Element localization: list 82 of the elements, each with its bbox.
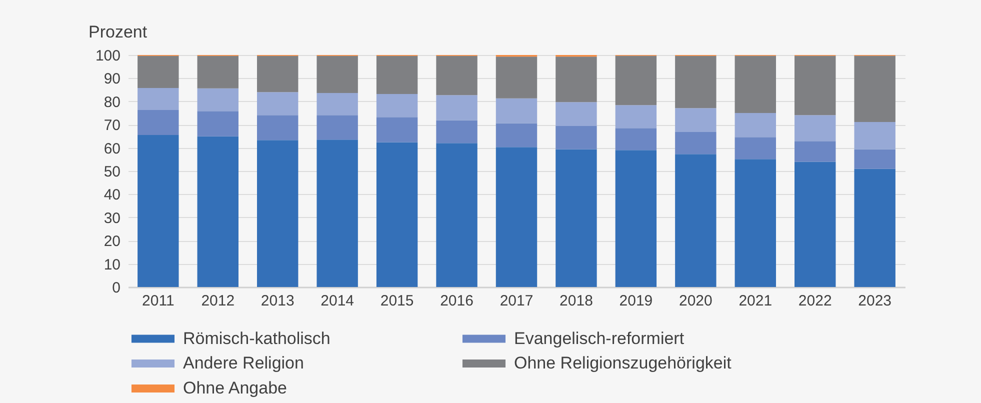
bar (316, 140, 358, 287)
y-tick-label: 20 (104, 233, 120, 250)
bar (854, 168, 896, 287)
bar (734, 113, 776, 138)
bar (794, 141, 836, 162)
y-tick-label: 70 (104, 117, 120, 134)
bar (675, 154, 716, 287)
bar (496, 123, 538, 148)
bar (376, 142, 418, 287)
bar (496, 56, 538, 98)
bar (257, 140, 298, 287)
y-axis-title: Prozent (88, 22, 148, 42)
legend-label: Ohne Angabe (183, 378, 287, 398)
y-tick-label: 10 (104, 256, 120, 274)
bar (734, 159, 776, 287)
bar (854, 56, 896, 122)
bar (316, 93, 358, 116)
x-tick-label: 2012 (201, 292, 235, 310)
y-tick-label: 80 (104, 94, 120, 111)
bar (436, 143, 478, 287)
x-tick-label: 2015 (380, 292, 414, 310)
bar (376, 56, 418, 94)
bar (436, 56, 478, 96)
x-tick-label: 2017 (500, 292, 534, 310)
x-tick-label: 2014 (320, 292, 354, 310)
x-tick-label: 2013 (260, 292, 294, 310)
bar (138, 110, 179, 136)
bar (615, 150, 657, 287)
x-tick-label: 2021 (738, 292, 772, 310)
x-tick-label: 2023 (858, 292, 892, 310)
bar (794, 56, 836, 116)
bar (436, 95, 478, 120)
bar (794, 162, 836, 287)
legend-label: Evangelisch-reformiert (514, 328, 684, 348)
x-tick-label: 2011 (142, 292, 174, 310)
x-tick-label: 2019 (619, 292, 653, 310)
legend-label: Andere Religion (183, 354, 304, 372)
legend-label: Römisch-katholisch (183, 328, 330, 348)
y-tick-label: 60 (104, 140, 120, 158)
x-tick-label: 2018 (560, 292, 593, 310)
bar (556, 56, 597, 102)
bar (496, 147, 538, 287)
bar (556, 102, 597, 126)
bar (197, 88, 238, 112)
x-tick-label: 2016 (440, 292, 474, 310)
bar (316, 56, 358, 94)
bar (436, 120, 478, 144)
bar (197, 136, 238, 287)
bar (854, 122, 896, 150)
y-tick-label: 30 (104, 210, 120, 227)
bar (257, 92, 298, 116)
y-tick-label: 50 (104, 164, 120, 180)
bar (376, 117, 418, 142)
bar (376, 94, 418, 118)
bar (615, 128, 657, 150)
bar (138, 56, 179, 88)
bar (734, 56, 776, 113)
x-tick-label: 2022 (798, 292, 832, 310)
x-tick-label: 2020 (678, 292, 712, 310)
bar (675, 56, 716, 108)
bar (794, 115, 836, 142)
bar (675, 108, 716, 132)
bar (854, 149, 896, 169)
bar (556, 149, 597, 287)
bar (615, 56, 657, 106)
bar (675, 132, 716, 154)
bar (257, 56, 298, 92)
y-tick-label: 40 (104, 186, 120, 204)
bar (257, 115, 298, 140)
bar (316, 115, 358, 140)
y-tick-label: 0 (112, 280, 120, 296)
bar (556, 126, 597, 150)
bar (138, 88, 179, 110)
bar (496, 98, 538, 124)
bar (197, 111, 238, 136)
bar (734, 137, 776, 160)
legend-label: Ohne Religionszugehörigkeit (514, 354, 732, 372)
y-tick-label: 90 (104, 70, 120, 88)
bar (615, 105, 657, 128)
y-tick-label: 100 (95, 48, 120, 64)
bar (197, 56, 238, 88)
bar (138, 135, 179, 287)
